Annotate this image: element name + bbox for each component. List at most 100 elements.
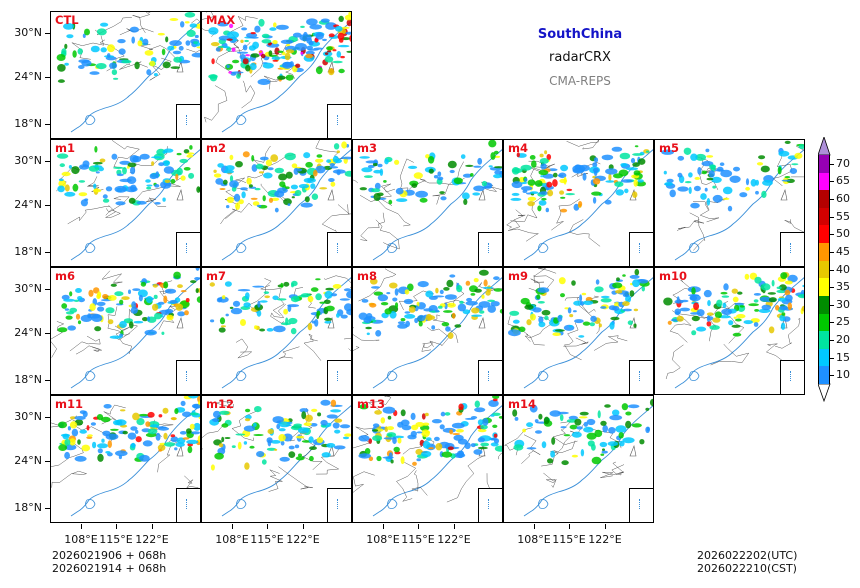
- radar-echo: [494, 155, 501, 158]
- radar-echo: [157, 301, 165, 305]
- province-border: [278, 466, 313, 490]
- panel-label: m9: [508, 269, 528, 283]
- map-canvas: [506, 140, 653, 261]
- radar-echo: [105, 307, 115, 314]
- radar-echo: [222, 179, 228, 185]
- south-sea-inset: [780, 232, 804, 266]
- radar-echo: [632, 162, 640, 167]
- region-title: SouthChina: [537, 27, 623, 42]
- radar-echo: [276, 298, 287, 301]
- radar-echo: [261, 33, 270, 39]
- radar-echo: [257, 78, 271, 85]
- province-border: [104, 205, 121, 218]
- radar-echo: [61, 171, 71, 177]
- radar-echo: [663, 170, 667, 175]
- province-border: [396, 462, 417, 502]
- radar-echo: [574, 418, 582, 426]
- radar-echo: [363, 175, 373, 178]
- radar-echo: [706, 177, 714, 181]
- radar-echo: [256, 310, 262, 317]
- radar-echo: [232, 59, 240, 64]
- province-border: [676, 219, 705, 231]
- radar-echo: [287, 304, 300, 308]
- radar-echo: [510, 197, 522, 201]
- radar-echo: [343, 288, 351, 292]
- radar-echo: [279, 181, 286, 188]
- radar-echo: [449, 169, 455, 174]
- radar-echo: [119, 299, 124, 305]
- radar-echo: [778, 150, 790, 157]
- radar-echo: [156, 148, 166, 156]
- radar-echo: [74, 455, 87, 462]
- radar-echo: [119, 160, 131, 165]
- radar-echo: [131, 442, 136, 449]
- radar-echo: [472, 192, 481, 196]
- radar-echo: [114, 291, 124, 297]
- radar-echo: [754, 309, 759, 312]
- radar-echo: [152, 303, 159, 311]
- radar-echo: [340, 314, 348, 319]
- province-border: [184, 475, 199, 497]
- radar-echo: [328, 178, 335, 182]
- radar-echo: [115, 450, 128, 457]
- taiwan-outline: [629, 444, 637, 457]
- radar-echo: [490, 414, 495, 417]
- radar-echo: [162, 160, 170, 167]
- radar-echo: [304, 414, 313, 422]
- radar-echo: [428, 168, 434, 174]
- radar-echo: [612, 305, 620, 311]
- radar-echo: [130, 426, 138, 431]
- radar-echo: [115, 201, 126, 206]
- radar-echo: [336, 313, 340, 318]
- radar-echo: [319, 301, 326, 304]
- radar-echo: [779, 284, 787, 291]
- radar-echo: [57, 185, 65, 193]
- radar-echo: [189, 412, 199, 416]
- radar-echo: [218, 443, 224, 448]
- radar-echo: [196, 296, 200, 303]
- radar-echo: [165, 36, 169, 43]
- radar-echo: [270, 154, 279, 162]
- radar-echo: [162, 407, 169, 414]
- radar-echo: [324, 52, 329, 55]
- radar-echo: [271, 197, 280, 201]
- radar-echo: [487, 305, 496, 313]
- radar-echo: [493, 276, 500, 281]
- map-canvas: [213, 140, 351, 261]
- radar-echo: [340, 55, 345, 59]
- radar-echo: [407, 283, 414, 292]
- radar-echo: [97, 443, 108, 449]
- radar-echo: [209, 282, 215, 287]
- radar-echo: [483, 279, 488, 287]
- radar-echo: [712, 317, 721, 323]
- map-canvas: [56, 140, 200, 261]
- province-border: [101, 270, 123, 285]
- radar-echo: [414, 317, 419, 324]
- radar-echo: [278, 434, 286, 442]
- taiwan-outline: [176, 444, 184, 457]
- province-border: [278, 346, 300, 359]
- radar-echo: [65, 311, 75, 315]
- radar-echo: [138, 413, 149, 417]
- province-border: [107, 306, 130, 336]
- province-border: [321, 204, 351, 234]
- radar-echo: [285, 74, 294, 81]
- radar-echo: [284, 52, 291, 61]
- radar-echo: [344, 14, 351, 21]
- radar-echo: [185, 298, 190, 303]
- radar-echo: [335, 25, 343, 32]
- radar-echo: [761, 190, 767, 198]
- radar-echo: [706, 198, 711, 206]
- radar-echo: [237, 289, 251, 292]
- radar-echo: [97, 291, 102, 299]
- radar-echo: [396, 198, 408, 202]
- radar-echo: [739, 192, 748, 198]
- radar-echo: [262, 195, 266, 202]
- radar-echo: [777, 297, 788, 302]
- radar-echo: [619, 440, 625, 447]
- colorbar-tick: [830, 181, 834, 183]
- radar-echo: [465, 301, 478, 306]
- radar-echo: [182, 437, 190, 440]
- radar-echo: [512, 409, 518, 417]
- radar-echo: [279, 456, 290, 462]
